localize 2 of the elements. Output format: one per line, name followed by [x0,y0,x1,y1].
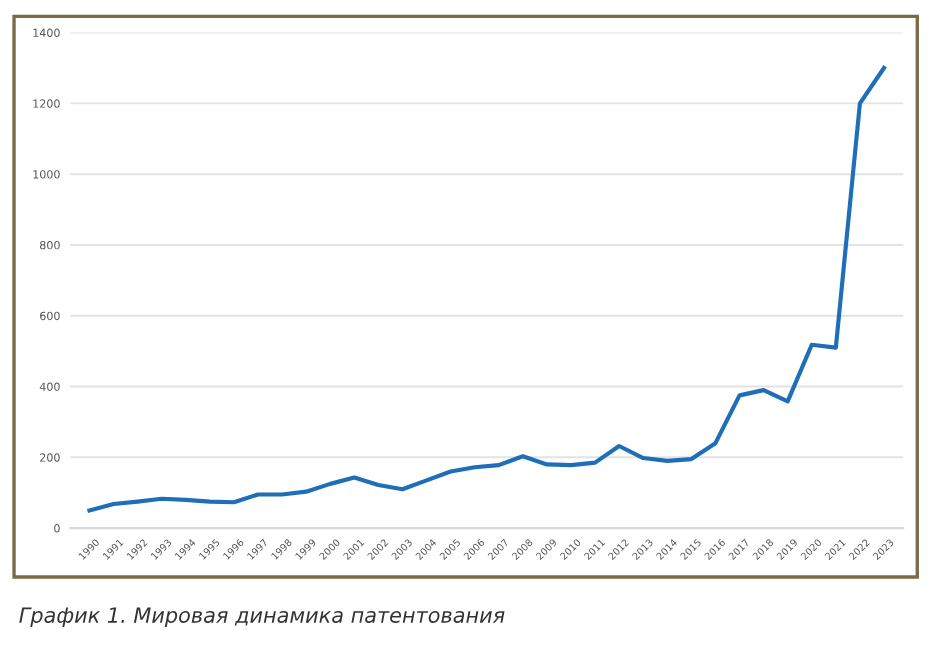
line-series [87,65,887,513]
text: График 1. Мировая динамика патентования [19,607,505,627]
